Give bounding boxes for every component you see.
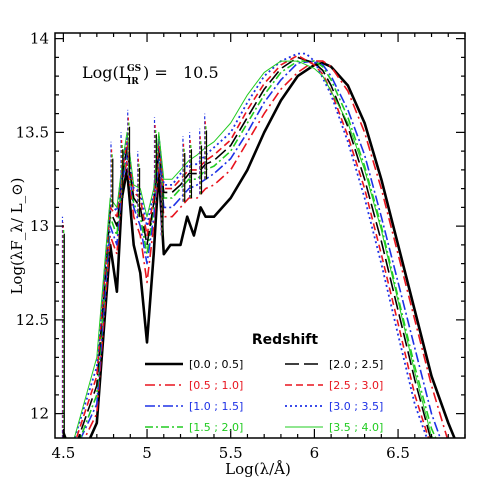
legend-label: [0.5 ; 1.0] — [189, 379, 243, 392]
x-tick-label: 6.5 — [386, 444, 410, 462]
y-axis-title: Log(λF_λ/ L_⊙) — [8, 177, 26, 294]
axis-ticks — [55, 33, 466, 438]
x-tick-label: 5.5 — [219, 444, 243, 462]
legend-label: [2.5 ; 3.0] — [329, 379, 383, 392]
plot-lines — [61, 52, 456, 438]
svg-text:Log(L: Log(L — [82, 63, 130, 82]
x-tick-labels: 4.5 5 5.5 6 6.5 — [51, 444, 410, 462]
legend-label: [1.0 ; 1.5] — [189, 400, 243, 413]
plot-frame — [54, 32, 466, 439]
legend: Redshift [0.0 ; 0.5] [0.5 ; 1.0] [1.0 ; 1.… — [145, 332, 383, 434]
series-line-2 — [80, 60, 442, 438]
y-tick-label: 12 — [30, 405, 49, 423]
series-line-1 — [83, 60, 449, 438]
series-line-5 — [75, 54, 430, 438]
legend-items: [0.0 ; 0.5] [0.5 ; 1.0] [1.0 ; 1.5] [1.5 ; … — [145, 358, 383, 434]
series-line-3 — [79, 60, 437, 438]
legend-label: [3.0 ; 3.5] — [329, 400, 383, 413]
legend-label: [2.0 ; 2.5] — [329, 358, 383, 371]
legend-label: [0.0 ; 0.5] — [189, 358, 243, 371]
y-tick-label: 14 — [30, 30, 49, 48]
legend-title: Redshift — [252, 332, 318, 348]
y-tick-label: 12.5 — [16, 311, 49, 329]
legend-label: [1.5 ; 2.0] — [189, 421, 243, 434]
y-tick-label: 13 — [30, 217, 49, 235]
x-tick-label: 4.5 — [51, 444, 75, 462]
y-tick-label: 13.5 — [16, 123, 49, 141]
x-axis-title: Log(λ/Å) — [225, 460, 291, 478]
annotation-suffix: ) = 10.5 — [143, 63, 219, 82]
annotation-sub: IR — [127, 77, 139, 87]
series-line-0 — [62, 61, 456, 438]
x-tick-label: 6 — [310, 444, 320, 462]
legend-label: [3.5 ; 4.0] — [329, 421, 383, 434]
x-tick-label: 5 — [142, 444, 152, 462]
y-tick-labels: 12 12.5 13 13.5 14 — [16, 30, 49, 423]
luminosity-annotation: Log(L GS IR ) = 10.5 — [82, 63, 219, 87]
series-line-4 — [77, 56, 432, 438]
annotation-prefix: Log(L — [82, 63, 130, 82]
annotation-sup: GS — [127, 64, 141, 74]
